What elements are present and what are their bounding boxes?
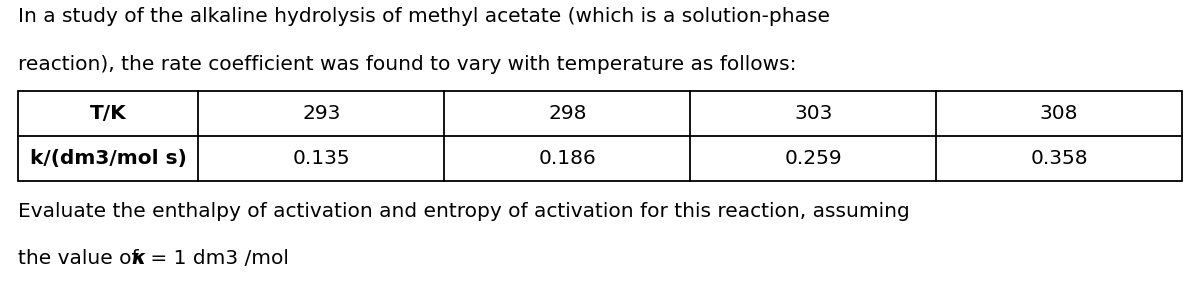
Bar (18, 91, 1182, 181)
Text: 0.358: 0.358 (1031, 149, 1088, 168)
Text: 308: 308 (1040, 104, 1079, 123)
Text: In a study of the alkaline hydrolysis of methyl acetate (which is a solution-pha: In a study of the alkaline hydrolysis of… (18, 7, 830, 26)
Text: k/(dm3/mol s): k/(dm3/mol s) (30, 149, 187, 168)
Text: the value of: the value of (18, 249, 145, 268)
Text: T/K: T/K (90, 104, 126, 123)
Text: κ: κ (131, 249, 145, 268)
Text: 303: 303 (794, 104, 833, 123)
Text: 293: 293 (302, 104, 341, 123)
Text: 0.186: 0.186 (539, 149, 596, 168)
Text: reaction), the rate coefficient was found to vary with temperature as follows:: reaction), the rate coefficient was foun… (18, 55, 797, 74)
Text: Evaluate the enthalpy of activation and entropy of activation for this reaction,: Evaluate the enthalpy of activation and … (18, 202, 910, 221)
Text: 298: 298 (548, 104, 587, 123)
Text: 0.135: 0.135 (293, 149, 350, 168)
Text: 0.259: 0.259 (785, 149, 842, 168)
Text: = 1 dm3 /mol: = 1 dm3 /mol (144, 249, 289, 268)
